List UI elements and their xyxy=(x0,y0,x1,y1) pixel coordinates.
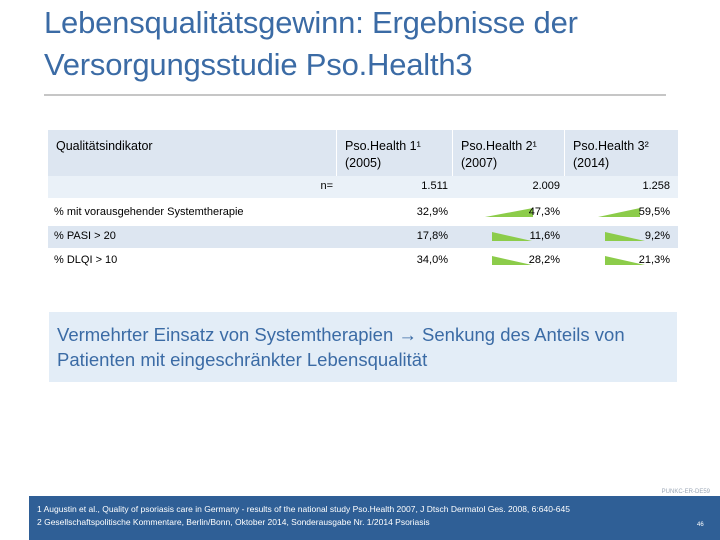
trend-down-icon xyxy=(605,232,645,241)
summary-text: Vermehrter Einsatz von Systemtherapien →… xyxy=(57,324,625,370)
table-row: % mit vorausgehender Systemtherapie 32,9… xyxy=(48,202,678,224)
n-value-2014: 1.258 xyxy=(642,180,670,192)
n-value-2007: 2.009 xyxy=(532,180,560,192)
value-2014: 9,2% xyxy=(644,230,670,242)
value-2014: 21,3% xyxy=(638,254,670,266)
value-2014: 59,5% xyxy=(638,206,670,218)
trend-down-icon xyxy=(492,256,532,265)
header-pso-health-1: Pso.Health 1¹ (2005) xyxy=(345,138,421,172)
slide-title: Lebensqualitätsgewinn: Ergebnisse der Ve… xyxy=(44,5,578,82)
value-2005: 17,8% xyxy=(416,230,448,242)
table-row-n: n= 1.511 2.009 1.258 xyxy=(48,176,678,198)
header-col1-year: (2005) xyxy=(345,156,382,170)
header-indicator: Qualitätsindikator xyxy=(56,139,153,153)
header-col2-name: Pso.Health 2¹ xyxy=(461,139,537,153)
value-2005: 32,9% xyxy=(416,206,448,218)
value-2007: 47,3% xyxy=(528,206,560,218)
header-pso-health-3: Pso.Health 3² (2014) xyxy=(573,138,649,172)
value-2005: 34,0% xyxy=(416,254,448,266)
title-divider xyxy=(44,94,666,96)
header-col2-year: (2007) xyxy=(461,156,498,170)
table-row: % DLQI > 10 34,0% 28,2% 21,3% xyxy=(48,250,678,272)
table-header: Qualitätsindikator Pso.Health 1¹ (2005) … xyxy=(48,130,678,176)
n-value-2005: 1.511 xyxy=(421,180,448,192)
header-pso-health-2: Pso.Health 2¹ (2007) xyxy=(461,138,537,172)
header-divider xyxy=(336,130,337,176)
table-row: % PASI > 20 17,8% 11,6% 9,2% xyxy=(48,226,678,248)
summary-box: Vermehrter Einsatz von Systemtherapien →… xyxy=(49,312,677,382)
page-number: 46 xyxy=(697,522,704,528)
row-label: % DLQI > 10 xyxy=(54,254,118,266)
footnote-1: 1 Augustin et al., Quality of psoriasis … xyxy=(37,504,570,514)
trend-up-icon xyxy=(485,208,533,217)
header-col3-year: (2014) xyxy=(573,156,610,170)
header-divider xyxy=(452,130,453,176)
document-code: PUNKC-ER-DE59 xyxy=(661,489,710,495)
value-2007: 28,2% xyxy=(528,254,560,266)
footer-bar: 1 Augustin et al., Quality of psoriasis … xyxy=(29,496,720,540)
header-divider xyxy=(564,130,565,176)
row-label: % PASI > 20 xyxy=(54,230,116,242)
trend-down-icon xyxy=(492,232,532,241)
header-col1-name: Pso.Health 1¹ xyxy=(345,139,421,153)
trend-down-icon xyxy=(605,256,645,265)
value-2007: 11,6% xyxy=(529,230,560,242)
trend-up-icon xyxy=(598,208,640,217)
footnote-2: 2 Gesellschaftspolitische Kommentare, Be… xyxy=(37,517,430,527)
n-label: n= xyxy=(320,180,333,192)
header-col3-name: Pso.Health 3² xyxy=(573,139,649,153)
row-label: % mit vorausgehender Systemtherapie xyxy=(54,206,244,218)
